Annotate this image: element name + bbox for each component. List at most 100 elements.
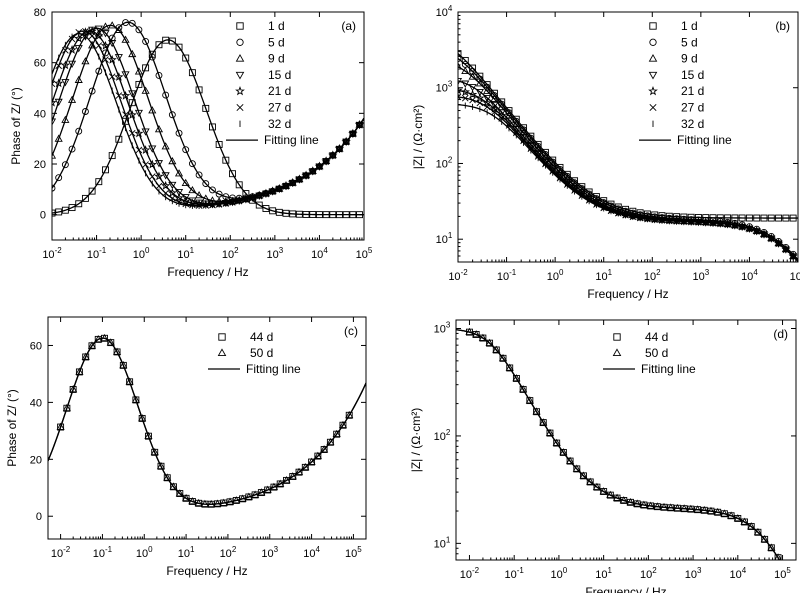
data-point bbox=[74, 75, 83, 83]
data-point bbox=[69, 385, 78, 393]
panel-label: (d) bbox=[773, 327, 788, 341]
data-point bbox=[566, 456, 575, 464]
data-point bbox=[213, 499, 222, 507]
legend-label: 32 d bbox=[681, 117, 704, 131]
data-point bbox=[713, 507, 722, 516]
legend-label: 44 d bbox=[250, 330, 273, 344]
data-point bbox=[174, 192, 184, 202]
legend-marker bbox=[235, 86, 245, 96]
data-point bbox=[61, 206, 69, 214]
x-tick-label: 10-1 bbox=[505, 566, 525, 581]
data-point bbox=[342, 211, 350, 219]
data-point bbox=[81, 57, 90, 65]
chart-panel-d: 10-2 10-1 100 101 102 103 104 105 101 102 103 Frequ… bbox=[409, 319, 797, 593]
legend-label: 50 d bbox=[645, 346, 668, 360]
data-point bbox=[626, 497, 635, 506]
data-point bbox=[505, 363, 514, 371]
data-point bbox=[81, 108, 89, 115]
data-point bbox=[67, 60, 77, 68]
data-point bbox=[255, 201, 263, 209]
legend-marker bbox=[235, 71, 245, 80]
legend-label: 27 d bbox=[681, 101, 704, 115]
data-point bbox=[458, 93, 462, 101]
data-point bbox=[727, 511, 736, 519]
data-point bbox=[789, 214, 797, 222]
data-point bbox=[107, 54, 117, 64]
data-point bbox=[461, 66, 470, 75]
data-point bbox=[131, 395, 140, 403]
data-point bbox=[525, 396, 534, 404]
x-axis-title: Frequency / Hz bbox=[166, 564, 247, 578]
legend-label: 21 d bbox=[681, 84, 704, 98]
data-point bbox=[160, 180, 171, 190]
data-point bbox=[175, 43, 183, 51]
data-point bbox=[747, 522, 756, 530]
data-point bbox=[322, 211, 330, 219]
x-tick-label: 104 bbox=[729, 566, 746, 581]
data-point bbox=[276, 479, 285, 487]
legend: 44 d 50 d Fitting line bbox=[208, 330, 301, 376]
chart-panel-b: 10-2 10-1 100 101 102 103 104 105 101 102 103 104 Fr… bbox=[411, 4, 800, 301]
plot-frame bbox=[51, 11, 365, 241]
data-point bbox=[162, 91, 170, 99]
data-point bbox=[519, 385, 528, 393]
legend-label: 27 d bbox=[268, 101, 291, 115]
y-tick-label: 40 bbox=[30, 397, 42, 409]
data-point bbox=[168, 156, 177, 165]
data-point bbox=[475, 93, 485, 103]
legend-marker bbox=[648, 71, 658, 80]
x-tick-label: 103 bbox=[693, 268, 710, 283]
legend-marker bbox=[649, 103, 657, 112]
x-axis-title: Frequency / Hz bbox=[167, 265, 248, 279]
y-tick-label: 102 bbox=[436, 155, 453, 170]
data-point bbox=[579, 471, 588, 479]
data-point bbox=[229, 170, 236, 178]
x-tick-label: 102 bbox=[640, 566, 657, 581]
fitting-line bbox=[52, 39, 364, 216]
data-point bbox=[154, 171, 164, 181]
data-point bbox=[54, 78, 64, 88]
legend: 1 d 5 d 9 d 15 d 21 d 27 d 32 d Fitting line bbox=[226, 19, 319, 147]
data-point bbox=[653, 502, 662, 510]
data-point bbox=[532, 407, 541, 415]
legend-marker bbox=[648, 86, 658, 96]
data-point bbox=[458, 85, 463, 95]
data-point bbox=[235, 181, 243, 189]
data-point bbox=[592, 482, 601, 490]
data-point bbox=[232, 496, 241, 504]
data-point bbox=[88, 187, 96, 195]
data-point bbox=[168, 37, 176, 45]
data-point bbox=[549, 156, 557, 164]
data-point bbox=[673, 503, 682, 512]
data-point bbox=[135, 26, 143, 34]
series-9-d bbox=[52, 21, 364, 205]
data-point bbox=[108, 73, 116, 81]
x-tick-label: 102 bbox=[222, 246, 239, 261]
data-point bbox=[225, 497, 235, 505]
data-point bbox=[767, 543, 776, 551]
data-point bbox=[88, 32, 96, 40]
data-point bbox=[169, 482, 178, 490]
data-point bbox=[55, 208, 63, 216]
data-point bbox=[468, 84, 477, 92]
data-point bbox=[782, 214, 790, 222]
data-point bbox=[490, 94, 499, 102]
data-point bbox=[215, 190, 223, 198]
panel-label: (a) bbox=[341, 19, 356, 33]
legend-marker bbox=[649, 22, 657, 30]
panel-label: (c) bbox=[344, 324, 358, 338]
x-tick-label: 100 bbox=[547, 268, 564, 283]
series-1-d bbox=[52, 36, 364, 219]
data-point bbox=[483, 103, 491, 111]
y-tick-label: 0 bbox=[36, 511, 42, 523]
x-tick-label: 104 bbox=[741, 268, 758, 283]
data-point bbox=[461, 80, 470, 88]
data-point bbox=[599, 487, 608, 495]
data-point bbox=[168, 181, 177, 190]
data-point bbox=[174, 189, 184, 197]
data-point bbox=[483, 86, 492, 94]
data-point bbox=[100, 40, 111, 50]
data-point bbox=[94, 25, 103, 33]
data-point bbox=[128, 90, 137, 98]
series-32-d bbox=[458, 101, 798, 262]
